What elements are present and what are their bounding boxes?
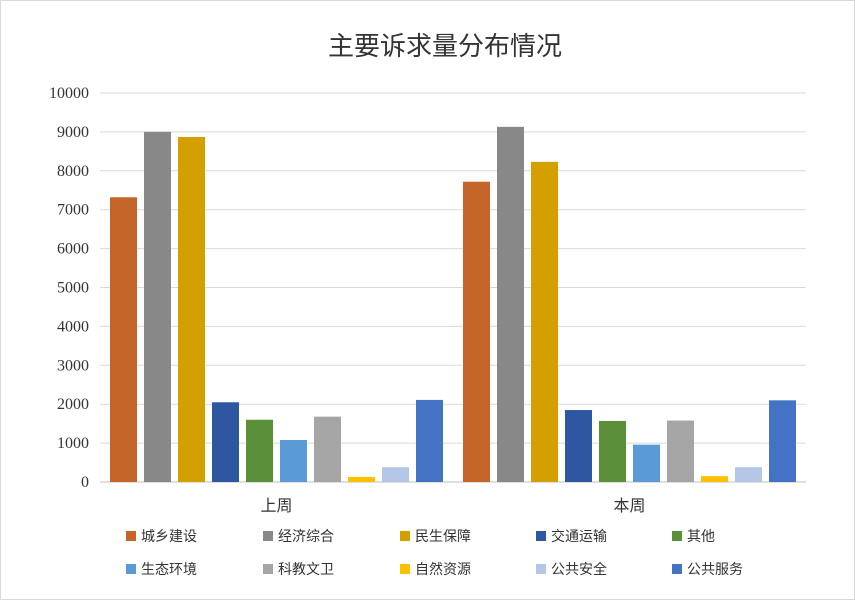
legend-swatch [263, 564, 273, 574]
legend-label: 经济综合 [278, 529, 334, 545]
y-tick-label: 7000 [57, 202, 89, 219]
bar [212, 402, 239, 482]
y-tick-label: 10000 [49, 85, 89, 102]
legend-label: 生态环境 [141, 562, 197, 578]
bar [416, 399, 443, 482]
y-tick-label: 3000 [57, 357, 89, 374]
x-category-label: 上周 [260, 496, 292, 515]
legend-swatch [263, 531, 273, 541]
legend-label: 科教文卫 [278, 562, 334, 578]
legend-label: 交通运输 [551, 528, 607, 545]
legend-swatch [672, 564, 682, 574]
y-tick-label: 5000 [57, 280, 89, 297]
y-tick-label: 1000 [57, 435, 89, 452]
bar [633, 444, 660, 482]
chart-title: 主要诉求量分布情况 [328, 32, 562, 62]
bar [565, 410, 592, 482]
y-tick-label: 9000 [57, 124, 89, 141]
y-tick-label: 2000 [57, 396, 89, 413]
bar [769, 400, 796, 482]
bar [463, 181, 490, 482]
legend-swatch [400, 531, 410, 541]
bar [667, 420, 694, 482]
bar [144, 131, 171, 482]
bar [531, 161, 558, 482]
legend-swatch [126, 531, 136, 541]
bar [246, 419, 273, 482]
y-tick-label: 6000 [57, 241, 89, 258]
bar [280, 439, 307, 482]
y-tick-label: 0 [81, 474, 89, 491]
y-tick-label: 8000 [57, 163, 89, 180]
y-axis-ticks: 0 1000 2000 3000 4000 5000 6000 7000 8000 9000 100… [49, 85, 89, 491]
bar [348, 476, 375, 482]
bar [178, 136, 205, 482]
legend-swatch [672, 531, 682, 541]
legend-label: 民生保障 [415, 529, 471, 545]
legend-label: 公共安全 [551, 561, 607, 578]
bar [735, 467, 762, 482]
x-axis-categories: 上周 本周 [260, 496, 645, 515]
legend-swatch [536, 564, 546, 574]
bar [497, 126, 524, 482]
legend-label: 城乡建设 [141, 529, 197, 545]
legend-swatch [400, 564, 410, 574]
legend-label: 自然资源 [415, 561, 471, 578]
bar [314, 416, 341, 482]
legend-label: 其他 [687, 529, 715, 545]
x-category-label: 本周 [613, 496, 645, 515]
bars [110, 126, 796, 482]
bar [110, 197, 137, 482]
legend-label: 公共服务 [687, 562, 743, 578]
bar [599, 420, 626, 482]
legend-swatch [126, 564, 136, 574]
bar [382, 467, 409, 482]
legend-swatch [536, 531, 546, 541]
y-tick-label: 4000 [57, 318, 89, 335]
gridlines [100, 92, 806, 483]
bar [701, 476, 728, 482]
